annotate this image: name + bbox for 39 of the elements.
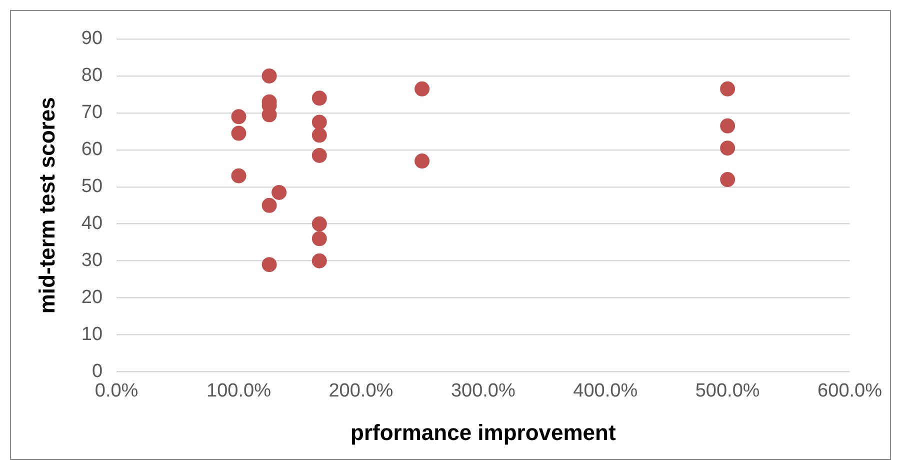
point <box>312 148 327 163</box>
y-tick-label: 50 <box>81 176 103 198</box>
x-tick-label: 500.0% <box>695 380 760 402</box>
point <box>312 90 327 106</box>
point <box>262 198 277 213</box>
point <box>414 154 430 169</box>
point <box>414 81 430 96</box>
point <box>272 184 287 200</box>
point <box>231 109 246 124</box>
x-tick-label: 100.0% <box>206 380 272 402</box>
point <box>720 172 736 188</box>
y-tick-label: 60 <box>81 139 103 160</box>
point <box>262 257 277 272</box>
point <box>231 168 246 184</box>
y-tick-label: 80 <box>81 65 103 86</box>
point <box>312 216 327 232</box>
point <box>312 128 327 143</box>
y-tick-label: 0 <box>92 361 103 382</box>
y-tick-label: 10 <box>81 324 103 346</box>
x-tick-label: 400.0% <box>573 380 638 402</box>
point <box>262 68 277 84</box>
point <box>312 231 327 246</box>
point <box>312 114 327 130</box>
point <box>720 140 736 156</box>
x-tick-label: 600.0% <box>818 380 882 402</box>
point <box>720 118 736 134</box>
point <box>231 126 246 141</box>
y-tick-label: 70 <box>81 102 103 124</box>
y-tick-label: 20 <box>81 287 103 308</box>
x-tick-label: 300.0% <box>450 380 516 402</box>
point <box>720 81 736 96</box>
y-tick-label: 40 <box>81 213 103 234</box>
point <box>312 253 327 268</box>
y-tick-label: 30 <box>81 250 103 272</box>
y-tick-label: 90 <box>81 28 103 50</box>
x-tick-label: 200.0% <box>328 380 394 402</box>
x-axis-title: prformance improvement <box>350 420 616 445</box>
x-tick-label: 0.0% <box>94 380 138 402</box>
y-axis-title: mid-term test scores <box>34 97 60 314</box>
